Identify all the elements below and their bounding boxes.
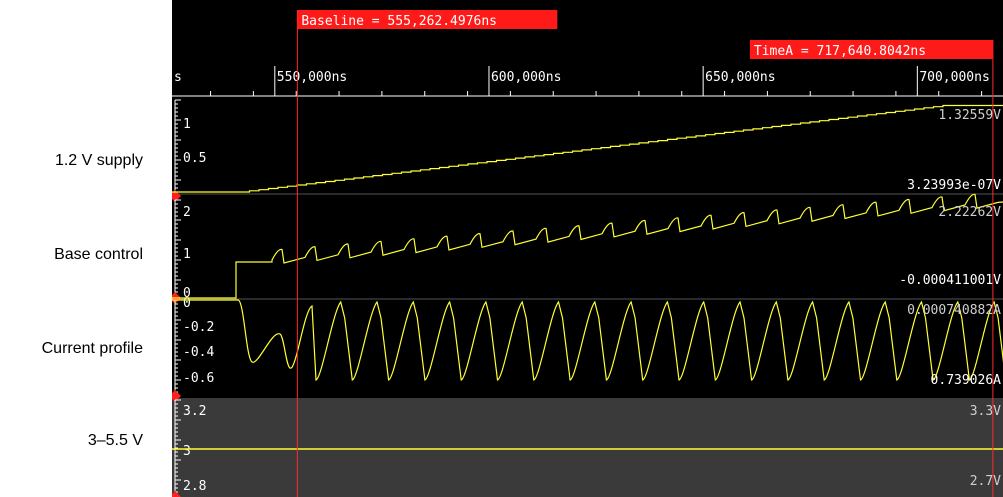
- lane-3-marker-icon[interactable]: [172, 390, 181, 402]
- lane-3-max-readout: 0.000740882A: [907, 303, 1001, 318]
- baseline-cursor-label: Baseline = 555,262.4976ns: [301, 14, 497, 29]
- lane-1-max-readout: 1.32559V: [938, 108, 1001, 123]
- lane-4-scale: 3.2 3 2.8: [172, 399, 206, 497]
- ruler-major-3: 700,000ns: [916, 66, 990, 96]
- lane-4-tick-3p2: 3.2: [183, 404, 206, 419]
- timea-cursor[interactable]: TimeA = 717,640.8042ns: [749, 40, 994, 497]
- lane-1-tick-1: 1: [183, 117, 191, 132]
- trace-current-profile[interactable]: [172, 299, 1003, 381]
- lane-2-tick-0: 0: [183, 286, 191, 301]
- lane-1-marker-icon[interactable]: [172, 190, 181, 202]
- lane-1-tick-0p5: 0.5: [183, 151, 206, 166]
- baseline-cursor[interactable]: Baseline = 555,262.4976ns: [296, 10, 558, 497]
- lane-4-background: [172, 398, 1003, 497]
- lane-3-scale: 0 -0.2 -0.4 -0.6: [172, 296, 214, 402]
- signal-label-1v2-supply[interactable]: 1.2 V supply: [54, 152, 143, 169]
- ruler-major-2: 650,000ns: [702, 66, 776, 96]
- ruler-label-700000: 700,000ns: [919, 70, 989, 85]
- trace-1v2-supply[interactable]: [172, 104, 1003, 193]
- lane-4-marker-icon[interactable]: [172, 491, 181, 497]
- ruler-label-650000: 650,000ns: [705, 70, 775, 85]
- lane-2-tick-2: 2: [183, 205, 191, 220]
- lane-2-min-readout: -0.000411001V: [899, 273, 1001, 288]
- ruler-label-600000: 600,000ns: [491, 70, 561, 85]
- ruler-major-1: 600,000ns: [488, 66, 561, 96]
- lane-4-max-readout: 3.3V: [970, 404, 1001, 419]
- baseline-cursor-label-box[interactable]: [297, 10, 558, 29]
- ruler-minor-ticks: [210, 91, 983, 96]
- lane-2-tick-1: 1: [183, 247, 191, 262]
- lane-4-tick-2p8: 2.8: [183, 479, 206, 494]
- lane-3-tick-0: 0: [183, 296, 191, 311]
- timea-cursor-label: TimeA = 717,640.8042ns: [754, 44, 926, 59]
- signal-name-panel: 1.2 V supply Base control Current profil…: [0, 0, 172, 497]
- trace-base-control[interactable]: [172, 193, 1003, 299]
- ruler-major-0: 550,000ns: [274, 66, 347, 96]
- lane-3-min-readout: 0.739026A: [931, 373, 1002, 388]
- lane-1-min-readout: 3.23993e-07V: [907, 178, 1001, 193]
- timea-cursor-label-box[interactable]: [749, 40, 993, 59]
- signal-label-3-5v5[interactable]: 3–5.5 V: [87, 432, 143, 449]
- ruler-edge-label: s: [174, 70, 182, 85]
- signal-label-base-control[interactable]: Base control: [54, 246, 143, 263]
- time-ruler[interactable]: s 550,000ns 600,000ns 650,000ns 700,000n…: [172, 66, 1003, 97]
- lane-2-max-readout: 2.22262V: [938, 205, 1001, 220]
- lane-3-tick-m0p6: -0.6: [183, 371, 214, 386]
- lane-3-tick-m0p4: -0.4: [183, 345, 214, 360]
- waveform-display[interactable]: s 550,000ns 600,000ns 650,000ns 700,000n…: [172, 0, 1003, 497]
- ruler-label-550000: 550,000ns: [277, 70, 347, 85]
- lane-3-tick-m0p2: -0.2: [183, 320, 214, 335]
- signal-label-current-profile[interactable]: Current profile: [41, 340, 143, 357]
- lane-4-tick-3: 3: [183, 444, 191, 459]
- lane-4-min-readout: 2.7V: [970, 474, 1001, 489]
